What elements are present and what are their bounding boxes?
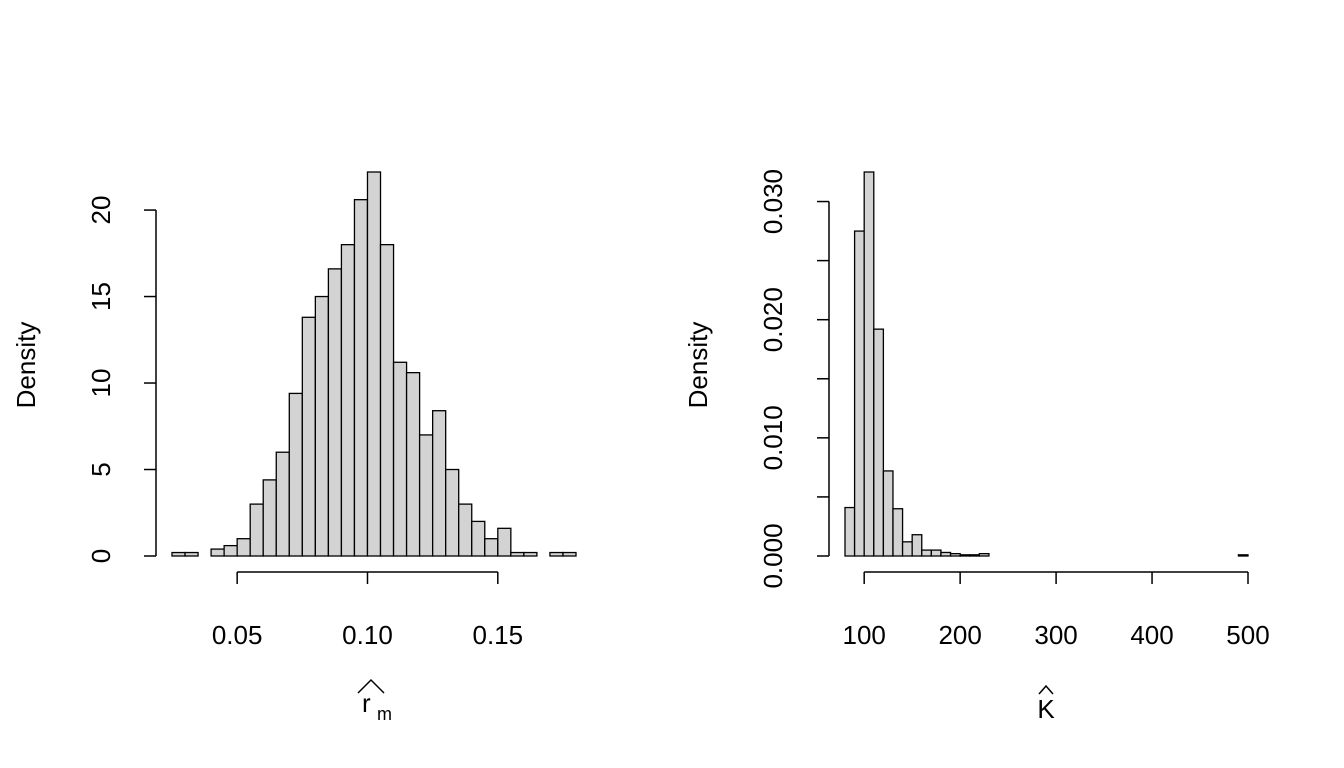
histogram-bar	[184, 551, 199, 557]
histogram-bar	[327, 268, 343, 557]
y-tick-label: 0	[86, 549, 116, 563]
histogram-bar	[882, 470, 894, 557]
histogram-bar	[353, 199, 369, 557]
histogram-bar	[405, 371, 421, 557]
histogram-bar	[978, 552, 990, 557]
y-axis-title: Density	[683, 322, 713, 409]
x-tick-label: 0.05	[212, 620, 263, 650]
y-tick-label: 5	[86, 462, 116, 476]
histogram-bar	[911, 534, 923, 557]
histogram-bar	[959, 554, 971, 557]
histogram-bar	[223, 544, 238, 557]
y-axis: 0.000 0.010 0.020 0.030	[758, 169, 830, 589]
histogram-bar	[171, 551, 186, 557]
histogram-bar	[1237, 554, 1249, 557]
y-tick-label: 10	[86, 369, 116, 398]
histogram-bar	[853, 230, 865, 557]
histogram-bar	[236, 538, 251, 557]
histogram-k-panel: 100 200 300 400 500 0.000 0.010 0.020 0.030 Den…	[683, 169, 1270, 724]
histogram-bar	[379, 243, 395, 557]
x-axis-title: r m	[357, 678, 392, 724]
y-tick-label: 0.030	[758, 169, 788, 234]
histogram-bar	[484, 538, 499, 557]
y-tick-label: 0.000	[758, 523, 788, 588]
hat-accent	[357, 678, 385, 694]
histogram-bar	[275, 451, 290, 557]
histogram-bar	[562, 551, 577, 557]
x-axis: 100 200 300 400 500	[842, 571, 1270, 650]
x-tick-label: 300	[1034, 620, 1077, 650]
y-tick-label: 15	[86, 282, 116, 311]
histogram-bar	[892, 508, 904, 557]
histogram-bar	[930, 549, 942, 557]
svg-text:K: K	[1037, 694, 1055, 724]
histogram-bar	[949, 552, 961, 557]
svg-text:r: r	[362, 688, 371, 718]
histogram-bar	[844, 506, 856, 557]
histogram-bar	[901, 541, 913, 557]
histogram-bar	[969, 554, 980, 557]
histogram-bars	[171, 171, 577, 557]
histogram-bar	[863, 171, 875, 557]
histogram-bar	[392, 361, 408, 557]
y-axis: 0 5 10 15 20	[86, 196, 157, 563]
histogram-bar	[366, 171, 382, 557]
y-tick-label: 0.010	[758, 405, 788, 470]
x-tick-label: 500	[1226, 620, 1269, 650]
y-tick-label: 20	[86, 196, 116, 225]
histogram-bar	[458, 503, 473, 557]
x-tick-label: 100	[842, 620, 885, 650]
histogram-bar	[431, 410, 447, 557]
histogram-bar	[314, 295, 330, 557]
histogram-bar	[510, 551, 525, 557]
histogram-bar	[523, 551, 538, 557]
x-axis: 0.05 0.10 0.15	[212, 571, 524, 650]
histogram-bar	[210, 548, 225, 557]
histogram-bar	[497, 527, 512, 557]
x-tick-label: 0.15	[473, 620, 524, 650]
histogram-bars	[844, 171, 1249, 557]
histogram-bar	[921, 549, 933, 557]
histogram-bar	[262, 479, 277, 557]
histogram-bar	[249, 503, 264, 557]
histogram-bar	[940, 551, 952, 557]
histogram-bar	[549, 551, 564, 557]
x-axis-title: K	[1037, 684, 1055, 724]
y-axis-title: Density	[11, 322, 41, 409]
histogram-bar	[301, 316, 317, 557]
histogram-bar	[873, 328, 885, 557]
histogram-bar	[445, 468, 460, 557]
y-tick-label: 0.020	[758, 287, 788, 352]
histogram-r-m-panel: 0.05 0.10 0.15 0 5 10 15 20 Density r m	[11, 171, 577, 724]
histogram-bar	[418, 434, 434, 557]
hat-accent	[1038, 684, 1054, 695]
svg-text:m: m	[377, 704, 392, 724]
x-tick-label: 200	[938, 620, 981, 650]
histogram-bar	[288, 392, 303, 557]
histogram-bar	[340, 243, 356, 557]
histogram-bar	[471, 520, 486, 557]
x-tick-label: 400	[1130, 620, 1173, 650]
x-tick-label: 0.10	[342, 620, 393, 650]
